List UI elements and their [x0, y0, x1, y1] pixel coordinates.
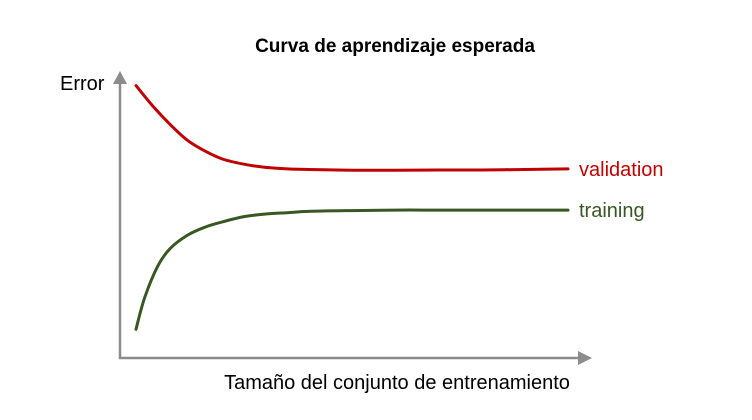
chart-title: Curva de aprendizaje esperada [255, 36, 535, 57]
validation-line [134, 84, 570, 172]
training-line [134, 208, 570, 331]
x-axis-label: Tamaño del conjunto de entrenamiento [224, 372, 570, 394]
training-label: training [579, 200, 645, 222]
x-axis-arrow-icon [578, 351, 592, 365]
y-axis-label: Error [60, 73, 105, 95]
y-axis-arrow-icon [113, 71, 127, 84]
validation-label: validation [579, 159, 664, 181]
axes [113, 71, 592, 365]
series-layer: validation training [134, 84, 664, 331]
